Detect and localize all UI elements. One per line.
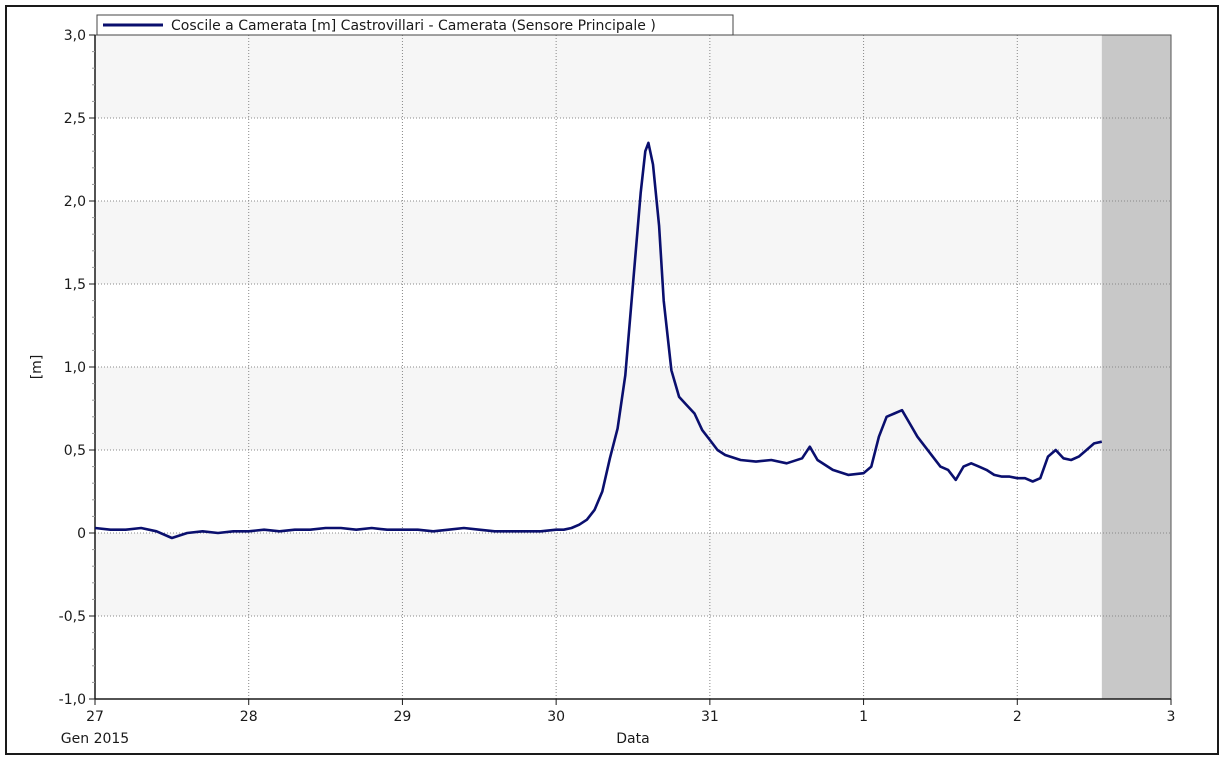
y-tick-label: 0: [77, 526, 86, 542]
y-tick-label: 1,5: [64, 277, 86, 293]
legend-box: [96, 14, 734, 36]
y-tick-label: 2,5: [64, 111, 86, 127]
x-tick-label: 3: [1167, 709, 1176, 725]
band: [95, 35, 1171, 118]
y-tick-label: 0,5: [64, 443, 86, 459]
x-tick-label: 1: [859, 709, 868, 725]
y-axis-title: [m]: [29, 355, 45, 380]
water-level-chart: -1,0-0,500,51,01,52,02,53,0 27 28 29 30 31 1 2…: [29, 14, 1176, 747]
x-tick-label: 27: [86, 709, 104, 725]
x-tick-label: 2: [1013, 709, 1022, 725]
y-tick-label: 3,0: [64, 28, 86, 44]
y-tick-label: -1,0: [59, 692, 86, 708]
x-axis-ticks: 27 28 29 30 31 1 2 3: [86, 698, 1176, 725]
x-tick-label: 30: [547, 709, 565, 725]
series-line-coscile-camerata: [94, 141, 1103, 540]
y-tick-label: 2,0: [64, 194, 86, 210]
y-axis-ticks: -1,0 -0,5 0 0,5 1,0 1,5 2,0 2,5 3,0: [59, 28, 96, 708]
band: [95, 533, 1171, 616]
y-tick-label: 1,0: [64, 360, 86, 376]
x-axis-title: Data: [616, 731, 649, 747]
legend-label: Coscile a Camerata [m] Castrovillari - C…: [171, 18, 656, 34]
x-axis-month-label: Gen 2015: [61, 731, 129, 747]
chart-frame: -1,0 -0,5 0 0,5 1,0 1,5 2,0 2,5 3,0 27 28 29 30 31 1 2…: [5, 5, 1219, 755]
band: [95, 367, 1171, 450]
alternating-bands: [95, 35, 1171, 616]
y-tick-label: -0,5: [59, 609, 86, 625]
x-tick-label: 29: [394, 709, 412, 725]
legend: Coscile a Camerata [m] Castrovillari - C…: [96, 14, 734, 36]
x-tick-label: 28: [240, 709, 258, 725]
x-tick-label: 31: [701, 709, 719, 725]
